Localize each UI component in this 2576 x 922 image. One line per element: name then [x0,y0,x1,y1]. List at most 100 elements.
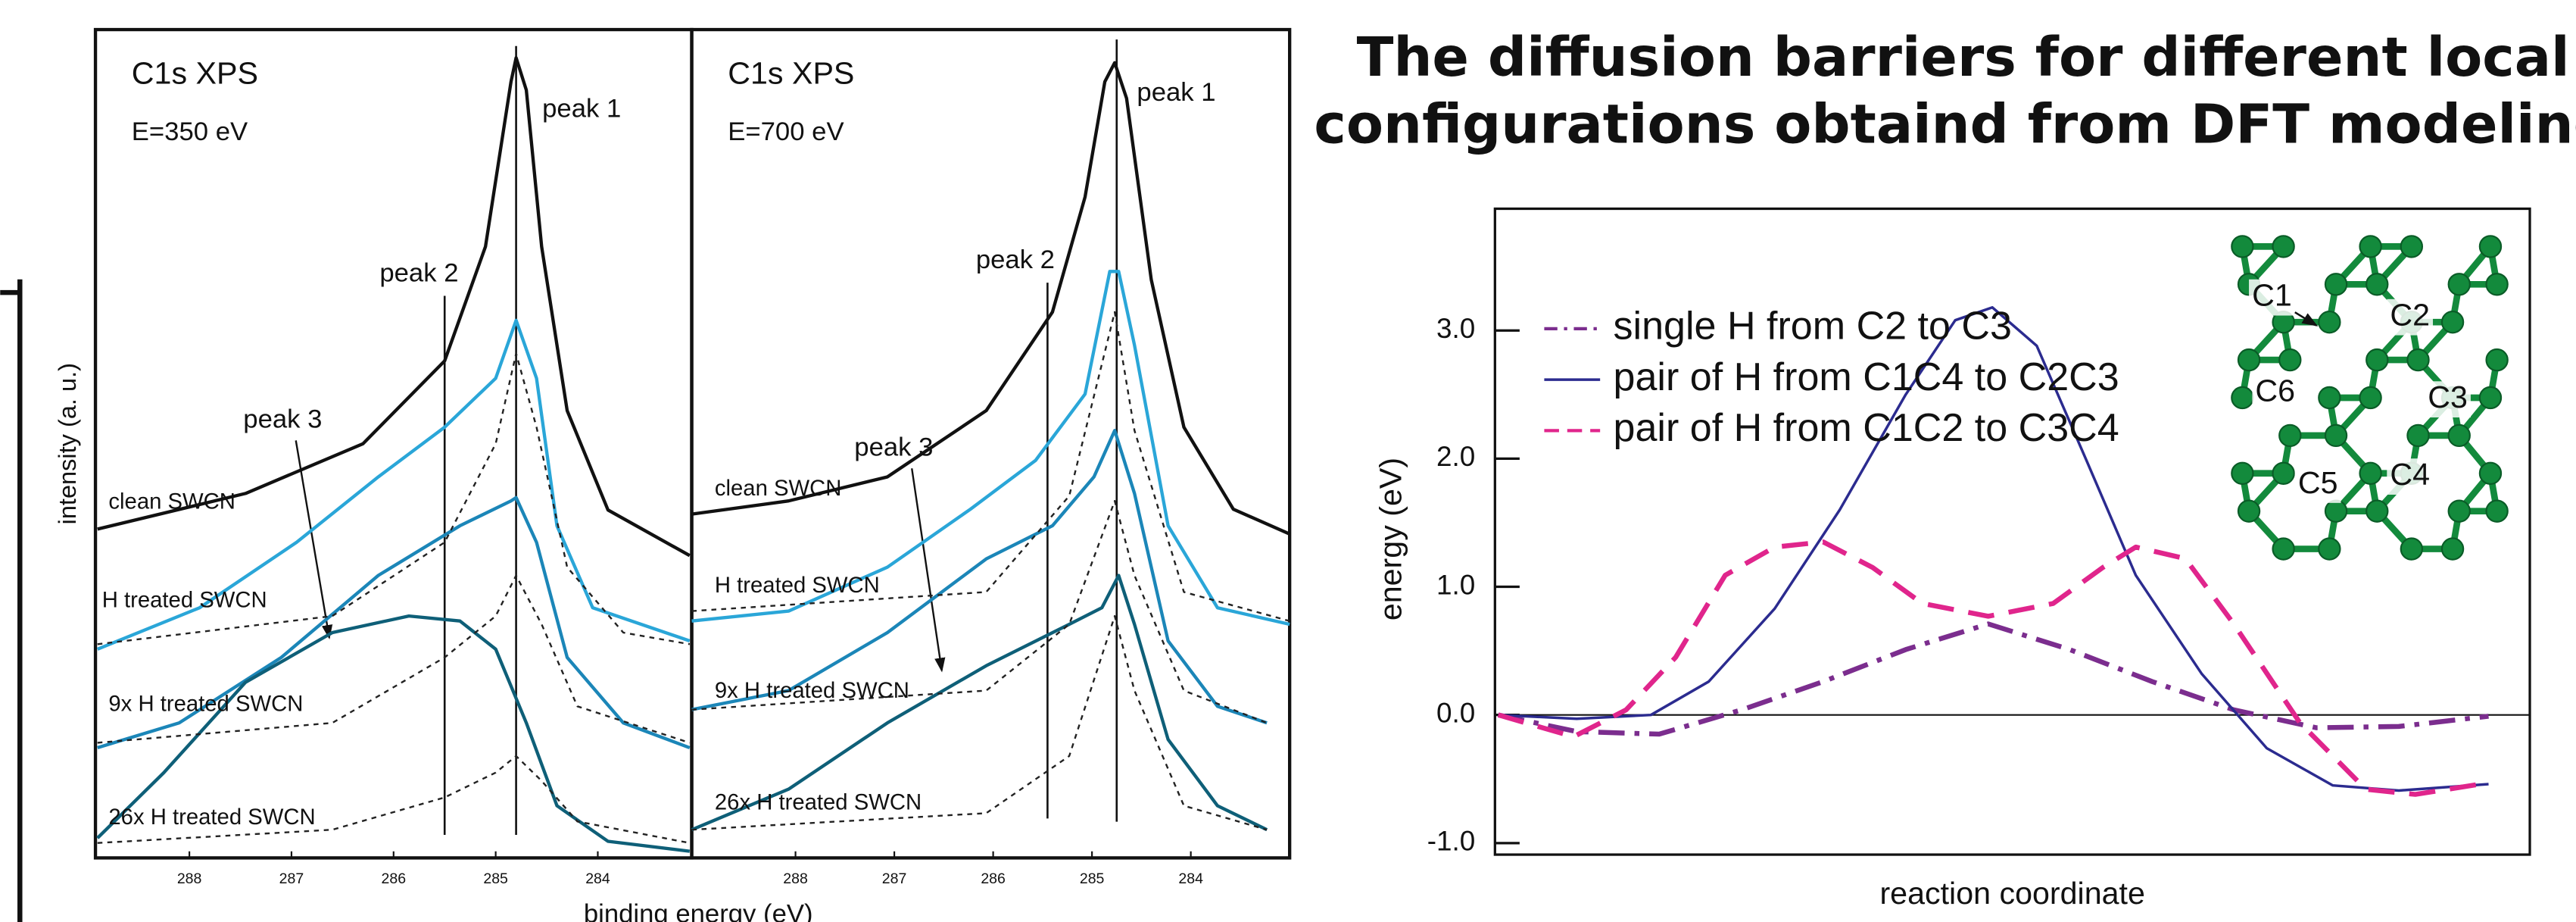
fit-line [691,499,1268,724]
series-line [1497,539,2490,797]
atom [2365,273,2389,296]
atom-arrow [2294,311,2319,327]
plot-frame [1493,207,2531,856]
atom [2365,348,2389,372]
series-line [96,614,691,853]
y-axis-label: energy (eV) [1374,458,1408,620]
atom [2231,235,2254,258]
legend-label: pair of H from C1C4 to C2C3 [1614,355,2119,399]
plot-frame [690,27,1292,860]
atom [2318,311,2341,334]
atom-label: C6 [2255,373,2295,408]
peak-label: peak 2 [379,258,458,287]
x-tick-label: 285 [1080,870,1105,887]
atom [2485,273,2509,296]
atom [2359,461,2382,485]
atom-label-bg [2425,381,2471,418]
atom [2478,235,2503,258]
atom [2406,348,2430,372]
atom [2440,311,2465,334]
series-line [691,574,1268,832]
atom [2440,537,2465,561]
x-axis-label: binding energy (eV) [584,899,813,922]
legend-label: pair of H from C1C2 to C3C4 [1614,406,2119,450]
x-axis-label: reaction coordinate [1879,876,2144,911]
peak-label: peak 1 [542,95,621,123]
atom-label: C3 [2428,380,2468,414]
fit-line [97,755,691,844]
peak-arrow [911,468,946,673]
atom-label: C2 [2390,298,2430,333]
atom [2447,273,2471,296]
atom [2406,423,2430,448]
x-tick-label: 286 [382,870,407,887]
legend-label: single H from C2 to C3 [1614,305,2012,348]
series-line [97,495,691,750]
series-label: 26x H treated SWCN [108,805,315,830]
y-axis-label: intensity (a. u.) [54,363,81,524]
y-tick-label: 2.0 [1436,441,1475,472]
x-tick-label: 287 [279,870,304,887]
atom [2400,537,2424,561]
peak-label: peak 1 [1137,78,1215,107]
atom [2400,235,2424,258]
y-tick-label: -1.0 [1427,826,1476,857]
peak-label: peak 2 [976,245,1055,274]
series-line [1498,306,2489,792]
y-tick-label: 3.0 [1436,313,1475,344]
series-line [97,56,691,558]
atom [2324,423,2348,448]
fit-line [691,311,1290,622]
atom-label-bg [2252,374,2299,411]
atom [2365,499,2389,523]
panel-subtitle: E=700 eV [728,117,844,146]
series-label: 9x H treated SWCN [108,691,303,716]
atom [2447,423,2471,448]
series-label: 9x H treated SWCN [715,678,909,703]
atom [2324,273,2348,296]
atom [2318,537,2341,561]
atom [2237,348,2261,372]
x-tick-label: 287 [882,870,907,887]
atom [2231,386,2254,410]
atom [2272,461,2295,485]
peak-arrow [295,440,333,640]
series-label: H treated SWCN [715,573,880,598]
fit-line [97,574,691,744]
series-line [96,318,691,651]
x-tick-label: 284 [1178,870,1203,887]
peak-label: peak 3 [854,433,933,461]
x-tick-label: 286 [981,870,1006,887]
panel-title: C1s XPS [132,56,258,91]
series-line [691,429,1268,725]
atom [2478,461,2503,485]
atom [2318,386,2341,410]
atom-label-bg [2249,279,2295,316]
x-tick-label: 285 [483,870,508,887]
atom [2359,235,2382,258]
atom-label: C1 [2252,278,2292,313]
atom [2278,423,2302,448]
x-tick-label: 284 [585,870,610,887]
atom [2485,348,2509,372]
atom [2278,348,2302,372]
chart-title: The diffusion barriers for different loc… [1357,26,2570,89]
atom [2272,537,2295,561]
atom-label-bg [2387,298,2434,336]
y-tick-label: 0.0 [1436,697,1475,728]
atom [2478,386,2503,410]
fit-line [691,614,1268,831]
series-line [1498,621,2489,737]
fit-line [97,352,691,645]
atom [2359,386,2382,410]
atom [2272,235,2295,258]
atom [2447,499,2471,523]
atom [2485,499,2509,523]
series-label: clean SWCN [108,489,235,514]
series-label: clean SWCN [715,476,842,501]
chart-title: configurations obtaind from DFT modeling [1314,93,2576,156]
atom-label-bg [2387,458,2434,495]
x-tick-label: 288 [783,870,808,887]
plot-frame [93,27,694,860]
